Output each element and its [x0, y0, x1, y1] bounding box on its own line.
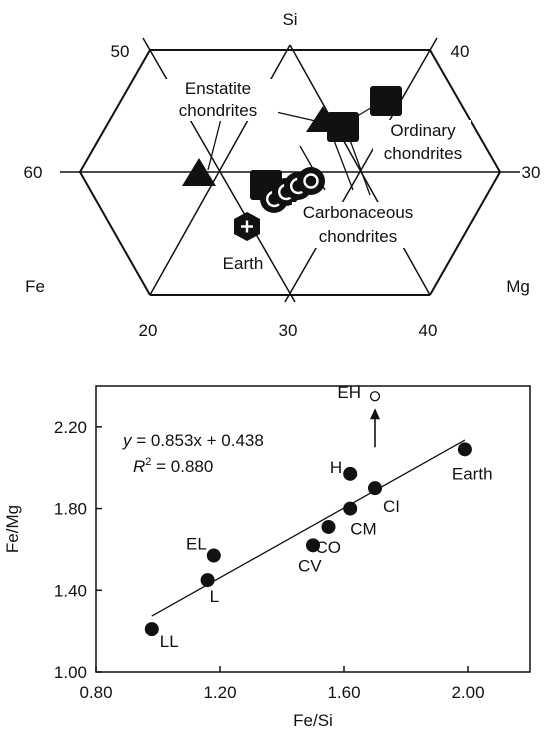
label-ordinary-line2: chondrites [384, 144, 462, 163]
ternary-markers [182, 86, 402, 241]
data-point [369, 391, 381, 402]
ternary-edge-upper-right [429, 49, 501, 173]
square-marker [327, 112, 359, 142]
arrow-head [370, 408, 380, 420]
leader-enstatite-right [275, 111, 321, 123]
y-tick-label: 1.80 [54, 500, 87, 519]
data-point [457, 442, 472, 457]
ternary-gridlines [60, 37, 520, 303]
leader-carbonaceous-3 [349, 139, 371, 196]
ternary-diagram: Si Fe Mg 50 40 60 30 20 30 40 [24, 10, 541, 340]
point-label: EL [186, 535, 207, 554]
ternary-edge-lower-left [79, 171, 151, 296]
y-tick-label: 2.20 [54, 418, 87, 437]
axis-ticks [95, 426, 469, 673]
point-label: CV [298, 556, 322, 575]
point-label: CM [350, 520, 376, 539]
ternary-edge-lower-right [429, 171, 501, 296]
tick-label-bottom-20: 20 [139, 321, 158, 340]
data-point [343, 466, 358, 481]
point-label: LL [160, 632, 179, 651]
x-axis-label: Fe/Si [293, 711, 333, 730]
ring-circle-marker [297, 167, 325, 195]
data-point [343, 501, 358, 516]
data-point [206, 548, 221, 563]
r-squared-text: R2 = 0.880 [133, 456, 213, 476]
label-carbonaceous-line2: chondrites [319, 227, 397, 246]
point-label: EH [337, 383, 361, 402]
tick-label-middle-right: 30 [522, 163, 541, 182]
data-point [200, 573, 215, 588]
label-enstatite-line1: Enstatite [185, 79, 251, 98]
regression-line [151, 439, 466, 617]
corner-label-mg: Mg [506, 277, 530, 296]
data-point [306, 538, 320, 553]
label-ordinary-line1: Ordinary [390, 121, 456, 140]
label-carbonaceous-line1: Carbonaceous [303, 203, 414, 222]
point-label: H [330, 458, 342, 477]
ternary-outline [79, 49, 501, 296]
label-enstatite-line2: chondrites [179, 101, 257, 120]
tick-label-bottom-40: 40 [419, 321, 438, 340]
equation-text: y = 0.853x + 0.438 [122, 431, 264, 450]
x-tick-label: 1.20 [203, 683, 236, 702]
label-earth: Earth [223, 254, 264, 273]
tick-label-upper-right: 40 [451, 42, 470, 61]
tick-label-bottom-30: 30 [279, 321, 298, 340]
x-tick-label: 2.00 [451, 683, 484, 702]
point-label: CI [383, 497, 400, 516]
data-point [368, 481, 382, 496]
x-tick-label: 0.80 [79, 683, 112, 702]
equation-annotation: y = 0.853x + 0.438 R2 = 0.880 [122, 431, 264, 476]
tick-label-middle-left: 60 [24, 163, 43, 182]
plot-frame [95, 385, 531, 673]
corner-label-si: Si [282, 10, 297, 29]
ternary-gridline-from-top-right [289, 44, 431, 296]
point-label: L [210, 587, 219, 606]
corner-label-fe: Fe [25, 277, 45, 296]
ternary-edge-upper-left [79, 49, 151, 173]
tick-label-upper-left: 50 [111, 42, 130, 61]
leader-enstatite-left [207, 114, 223, 171]
tick-labels: 0.80 1.20 1.60 2.00 1.00 1.40 1.80 2.20 [54, 418, 485, 702]
hexagon-plus-marker [234, 212, 260, 241]
label-backdrop [160, 79, 278, 121]
triangle-marker [182, 158, 216, 186]
point-label: CO [316, 538, 342, 557]
scatter-plot: 0.80 1.20 1.60 2.00 1.00 1.40 1.80 2.20 Fe/Si F… [3, 383, 531, 730]
label-backdrop [292, 202, 424, 248]
square-marker [370, 86, 402, 116]
y-tick-label: 1.40 [54, 581, 87, 600]
ternary-group-labels: Enstatite chondrites Ordinary chondrites… [160, 79, 471, 273]
y-axis-label: Fe/Mg [3, 505, 22, 553]
label-backdrop [373, 120, 471, 164]
y-tick-label: 1.00 [54, 663, 87, 682]
data-point [321, 519, 336, 534]
data-point [144, 622, 159, 637]
x-tick-label: 1.60 [327, 683, 360, 702]
point-label: Earth [452, 464, 493, 483]
